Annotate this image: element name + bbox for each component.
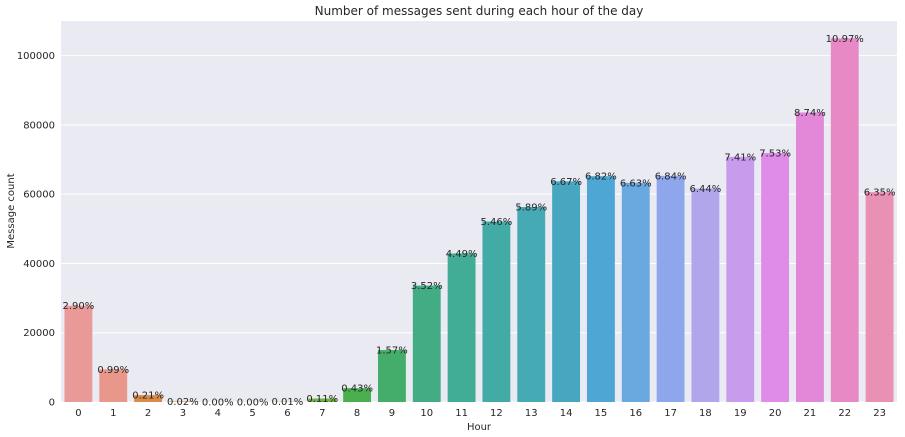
x-tick-label: 9 — [389, 408, 395, 419]
data-label: 0.43% — [341, 384, 373, 395]
data-label: 5.46% — [481, 217, 513, 228]
bar-hour-21 — [795, 112, 824, 402]
y-tick-label: 80000 — [23, 120, 55, 131]
data-label: 3.52% — [411, 281, 443, 292]
bar-hour-17 — [656, 175, 685, 402]
data-label: 6.35% — [864, 188, 896, 199]
y-tick-label: 0 — [49, 398, 55, 409]
gridlines — [61, 55, 897, 403]
data-labels: 2.90%0.99%0.21%0.02% 0.00% 0.00% 0.01% 0.11%… — [63, 34, 896, 409]
bar-hour-9 — [377, 350, 406, 402]
x-tick-label: 11 — [455, 408, 468, 419]
data-label: 2.90% — [63, 301, 95, 312]
x-tick-label: 23 — [873, 408, 886, 419]
x-tick-label: 16 — [629, 408, 642, 419]
bar-hour-18 — [691, 188, 720, 402]
data-label: 0.00% — [202, 397, 234, 408]
x-tick-label: 12 — [490, 408, 503, 419]
x-tick-label: 4 — [215, 408, 221, 419]
bar-hour-1 — [99, 369, 128, 402]
y-tick-labels: 0 20000 40000 60000 80000 100000 — [17, 51, 55, 408]
y-tick-label: 40000 — [23, 259, 55, 270]
bar-hour-3 — [168, 401, 197, 402]
y-tick-label: 20000 — [23, 328, 55, 339]
bar-hour-23 — [865, 192, 894, 402]
data-label: 4.49% — [446, 249, 478, 260]
data-label: 0.00% — [237, 397, 269, 408]
data-label: 6.84% — [655, 171, 687, 182]
data-label: 0.99% — [97, 365, 129, 376]
bar-hour-11 — [447, 253, 476, 402]
x-axis-label: Hour — [467, 422, 492, 433]
bar-hour-10 — [412, 285, 441, 402]
x-tick-label: 6 — [284, 408, 290, 419]
data-label: 6.63% — [620, 178, 652, 189]
bar-hour-15 — [586, 176, 615, 402]
x-tick-label: 10 — [420, 408, 433, 419]
data-label: 6.67% — [550, 177, 582, 188]
x-tick-label: 18 — [699, 408, 712, 419]
x-tick-label: 1 — [110, 408, 116, 419]
data-label: 0.01% — [272, 397, 304, 408]
bar-hour-22 — [830, 38, 859, 403]
x-tick-label: 21 — [804, 408, 817, 419]
x-tick-label: 8 — [354, 408, 360, 419]
bar-hour-0 — [64, 305, 93, 402]
data-label: 5.89% — [515, 202, 547, 213]
data-label: 6.82% — [585, 172, 617, 183]
bar-hour-8 — [343, 388, 372, 402]
bar-hour-19 — [726, 156, 755, 402]
data-label: 1.57% — [376, 346, 408, 357]
bar-hour-16 — [621, 182, 650, 402]
x-tick-label: 3 — [180, 408, 186, 419]
x-tick-label: 5 — [249, 408, 255, 419]
data-label: 0.02% — [167, 397, 199, 408]
x-tick-label: 13 — [525, 408, 538, 419]
x-tick-label: 19 — [734, 408, 747, 419]
data-label: 7.41% — [724, 152, 756, 163]
data-label: 0.21% — [132, 391, 164, 402]
x-tick-label: 14 — [560, 408, 573, 419]
bar-hour-20 — [761, 152, 790, 402]
data-label: 8.74% — [794, 108, 826, 119]
x-tick-label: 22 — [838, 408, 851, 419]
data-label: 10.97% — [826, 34, 864, 45]
x-tick-label: 7 — [319, 408, 325, 419]
data-label: 0.11% — [306, 394, 338, 405]
y-axis-label: Message count — [6, 173, 17, 248]
x-tick-label: 20 — [769, 408, 782, 419]
bar-hour-14 — [552, 181, 581, 402]
x-tick-label: 17 — [664, 408, 677, 419]
x-tick-label: 0 — [75, 408, 81, 419]
x-tick-label: 15 — [595, 408, 608, 419]
bar-hour-13 — [517, 206, 546, 402]
bar-hour-2 — [134, 395, 163, 402]
data-label: 7.53% — [759, 148, 791, 159]
data-label: 6.44% — [690, 184, 722, 195]
y-tick-label: 60000 — [23, 190, 55, 201]
bars — [64, 38, 894, 403]
chart-title: Number of messages sent during each hour… — [315, 4, 644, 18]
bar-hour-7 — [308, 398, 337, 402]
x-tick-labels: 0 1 2 3 4 5 6 7 8 9 10 11 12 13 14 15 16 17 18 19 20 21 22 23 — [75, 408, 886, 419]
bar-hour-12 — [482, 221, 511, 402]
x-tick-label: 2 — [145, 408, 151, 419]
y-tick-label: 100000 — [17, 51, 55, 62]
plot-background — [61, 21, 897, 402]
